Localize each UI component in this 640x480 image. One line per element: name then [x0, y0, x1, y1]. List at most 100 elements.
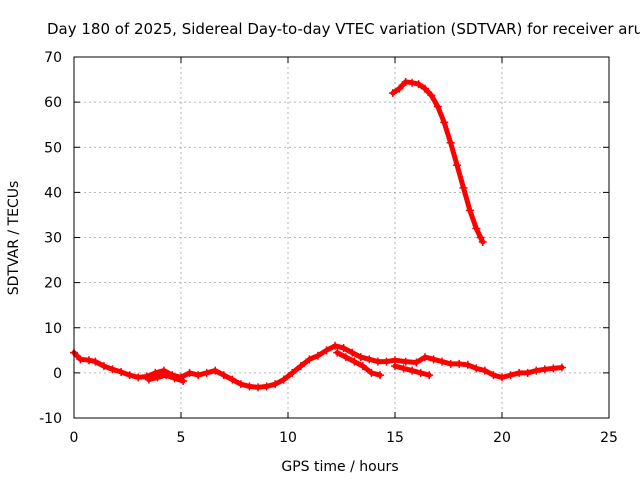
y-tick-label: -10: [39, 411, 62, 427]
data-point: [472, 224, 481, 233]
data-point: [399, 364, 408, 373]
data-point: [373, 357, 382, 366]
data-point: [459, 183, 468, 192]
data-point: [438, 357, 447, 366]
data-point: [134, 373, 143, 382]
data-point: [420, 84, 429, 93]
data-point: [391, 362, 399, 371]
data-point: [185, 368, 194, 377]
series-3: [333, 348, 385, 380]
x-tick-label: 25: [600, 430, 618, 446]
data-point: [549, 364, 558, 373]
data-point: [446, 138, 455, 147]
chart-title: Day 180 of 2025, Sidereal Day-to-day VTE…: [47, 20, 640, 38]
data-point: [331, 341, 340, 350]
data-point: [440, 118, 449, 127]
series-4: [391, 362, 434, 380]
data-point: [465, 206, 474, 215]
data-point: [429, 355, 438, 364]
data-point: [414, 80, 423, 89]
data-point: [91, 357, 100, 366]
data-point: [401, 357, 410, 366]
y-tick-label: 60: [44, 95, 62, 111]
data-point: [365, 355, 374, 364]
data-point: [219, 371, 228, 380]
data-point: [322, 346, 331, 355]
data-point: [358, 362, 367, 371]
series-1: [70, 341, 566, 392]
data-point: [245, 382, 254, 391]
data-point: [271, 380, 280, 389]
data-point: [463, 360, 472, 369]
data-point: [412, 358, 421, 367]
data-point: [446, 359, 455, 368]
y-axis-label: SDTVAR / TECUs: [6, 181, 22, 296]
data-point: [228, 375, 237, 384]
data-point: [376, 371, 385, 380]
data-point: [382, 357, 391, 366]
data-point: [179, 376, 188, 385]
data-point: [478, 238, 487, 247]
data-point: [153, 373, 162, 382]
data-point: [296, 362, 305, 371]
data-point: [254, 383, 263, 392]
data-point: [472, 364, 481, 373]
x-tick-label: 5: [177, 430, 186, 446]
data-point: [348, 348, 357, 357]
data-point: [144, 375, 153, 384]
data-point: [425, 371, 434, 380]
data-point: [202, 368, 211, 377]
data-point: [498, 373, 506, 382]
data-point: [279, 375, 288, 384]
data-point: [480, 366, 489, 375]
y-tick-label: 40: [44, 185, 62, 201]
data-point: [356, 353, 365, 362]
data-point: [408, 78, 417, 87]
data-point: [170, 374, 179, 383]
data-point: [339, 344, 348, 353]
y-tick-label: 0: [53, 366, 62, 382]
grid-lines: [74, 57, 609, 418]
data-point: [108, 365, 117, 374]
x-tick-label: 20: [493, 430, 511, 446]
series-line-1: [71, 343, 565, 390]
data-point: [341, 353, 350, 362]
series-5: [144, 371, 188, 385]
y-tick-label: 10: [44, 321, 62, 337]
data-point: [506, 371, 515, 380]
data-point: [540, 365, 549, 374]
data-series-group: [70, 77, 566, 392]
data-point: [455, 359, 464, 368]
y-tick-label: 50: [44, 140, 62, 156]
y-tick-label: 20: [44, 276, 62, 292]
data-point: [84, 356, 93, 365]
data-point: [350, 357, 359, 366]
data-point: [453, 161, 462, 170]
x-tick-label: 15: [386, 430, 404, 446]
data-point: [305, 355, 314, 364]
data-point: [532, 366, 541, 375]
data-point: [523, 368, 532, 377]
x-tick-label: 10: [279, 430, 297, 446]
data-point: [395, 84, 404, 93]
data-point: [288, 368, 297, 377]
data-point: [99, 362, 108, 371]
data-point: [367, 368, 376, 377]
data-point: [388, 89, 397, 98]
data-point: [262, 382, 271, 391]
data-point: [125, 371, 134, 380]
y-tick-label: 30: [44, 231, 62, 247]
series-2: [388, 77, 487, 247]
data-point: [489, 371, 498, 380]
axis-ticks: 0 5 10 15 20 25 -10 0 10 20 30 40 50 60 70: [39, 50, 618, 446]
data-point: [476, 233, 485, 242]
data-point: [236, 380, 245, 389]
data-point: [420, 353, 429, 362]
data-point: [401, 77, 410, 86]
x-axis-label: GPS time / hours: [281, 459, 398, 475]
data-point: [194, 371, 203, 380]
data-point: [557, 363, 566, 372]
data-point: [333, 348, 342, 357]
data-point: [416, 368, 425, 377]
